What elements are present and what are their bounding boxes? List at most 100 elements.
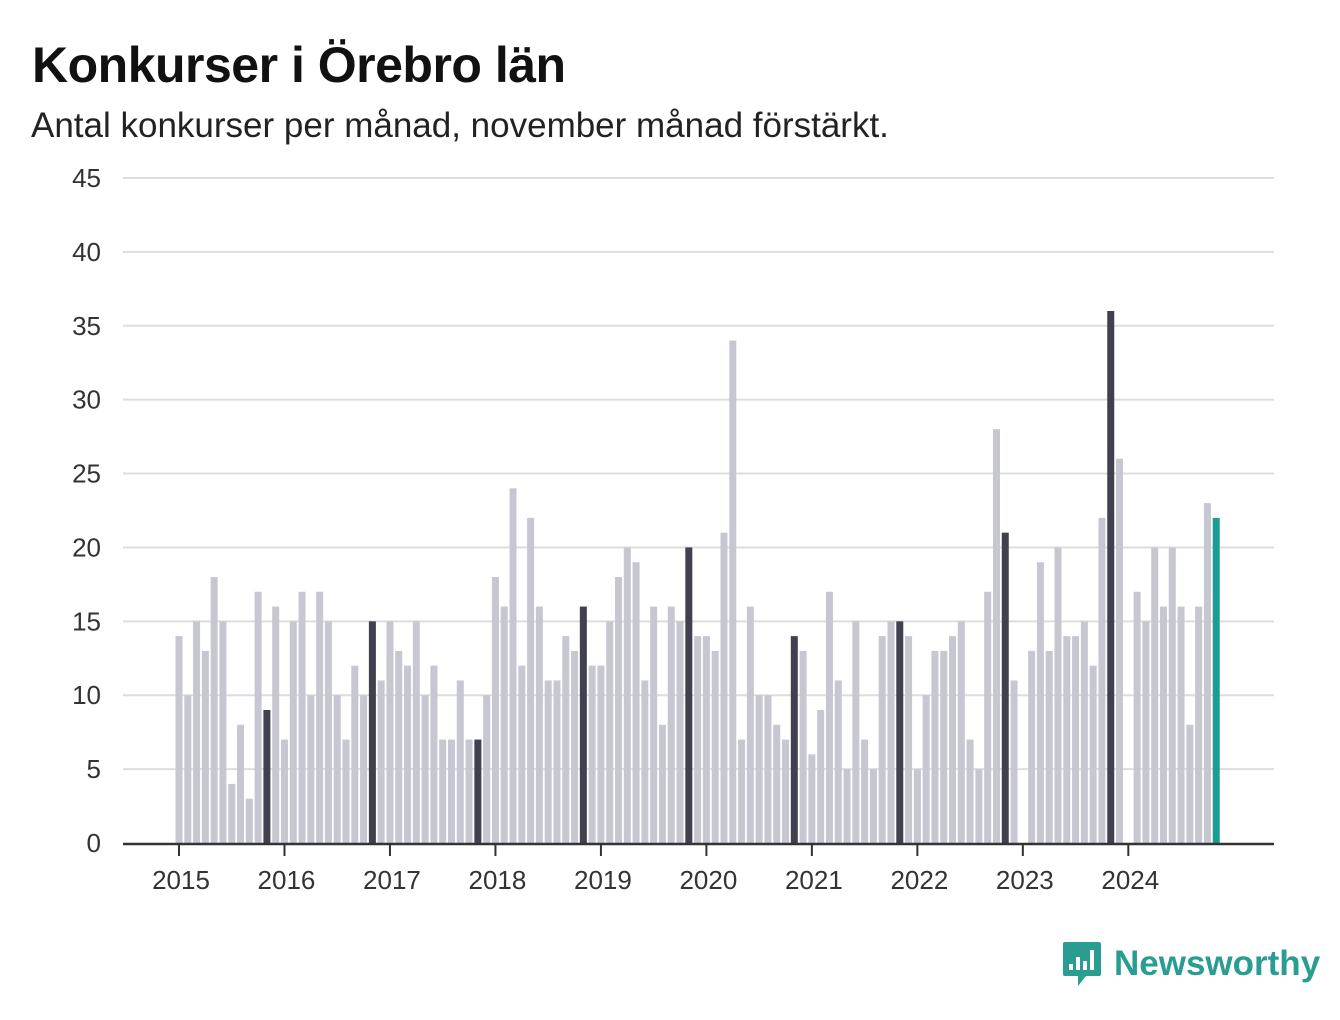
- bar: [588, 665, 596, 843]
- y-tick-label: 10: [72, 680, 101, 710]
- bar: [834, 680, 842, 843]
- bar: [992, 429, 1000, 843]
- bar: [1168, 547, 1176, 843]
- bar: [404, 665, 412, 843]
- bar: [527, 517, 535, 843]
- bar: [606, 621, 614, 843]
- bar-november: [790, 636, 798, 843]
- bar: [782, 739, 790, 843]
- bar-november: [579, 606, 587, 843]
- bar: [940, 650, 948, 843]
- bar: [535, 606, 543, 843]
- y-tick-label: 20: [72, 532, 101, 562]
- y-tick-label: 0: [87, 828, 101, 858]
- y-tick-label: 40: [72, 237, 101, 267]
- bar: [544, 680, 552, 843]
- newsworthy-icon: [1063, 942, 1101, 986]
- bar: [1151, 547, 1159, 843]
- bar: [623, 547, 631, 843]
- x-tick-label: 2018: [469, 865, 527, 895]
- bar: [694, 636, 702, 843]
- bar: [597, 665, 605, 843]
- bar: [615, 577, 622, 843]
- bar: [237, 724, 245, 843]
- bar: [342, 739, 350, 843]
- bar: [412, 621, 420, 843]
- bar: [966, 739, 974, 843]
- chart-subtitle: Antal konkurser per månad, november måna…: [31, 106, 889, 145]
- x-tick-label: 2019: [574, 865, 632, 895]
- bar: [632, 562, 640, 843]
- bar: [1177, 606, 1185, 843]
- bar: [1116, 458, 1124, 843]
- bar: [676, 621, 684, 843]
- bar: [553, 680, 561, 843]
- bar: [289, 621, 297, 843]
- bar-november: [896, 621, 904, 843]
- newsworthy-logo: Newsworthy: [1062, 940, 1320, 988]
- bar: [1036, 562, 1044, 843]
- bar: [957, 621, 965, 843]
- bar: [711, 650, 719, 843]
- bar-november: [368, 621, 376, 843]
- bar: [447, 739, 455, 843]
- bar: [1089, 665, 1097, 843]
- bar: [456, 680, 464, 843]
- bar: [518, 665, 526, 843]
- bar: [491, 577, 499, 843]
- data-label: 22: [1306, 0, 1337, 6]
- bar: [861, 739, 869, 843]
- bar: [307, 695, 315, 843]
- bar: [1159, 606, 1167, 843]
- bar: [1080, 621, 1088, 843]
- bar: [869, 769, 877, 843]
- x-tick-label: 2020: [679, 865, 737, 895]
- grid-lines: [123, 177, 1274, 771]
- data-labels: 22: [1306, 0, 1337, 6]
- y-tick-label: 35: [72, 311, 101, 341]
- bar-november: [1001, 532, 1009, 843]
- bar: [913, 769, 921, 843]
- bar: [1054, 547, 1062, 843]
- bar: [377, 680, 385, 843]
- bar: [193, 621, 201, 843]
- brand-name: Newsworthy: [1114, 944, 1321, 983]
- bar: [500, 606, 508, 843]
- bar: [571, 650, 579, 843]
- bar: [1045, 650, 1053, 843]
- bar: [1186, 724, 1194, 843]
- bar: [1195, 606, 1203, 843]
- bar: [210, 577, 218, 843]
- chart-title: Konkurser i Örebro län: [32, 37, 566, 93]
- bar: [272, 606, 280, 843]
- bar: [430, 665, 438, 843]
- bar: [465, 739, 473, 843]
- bar: [878, 636, 886, 843]
- x-tick-label: 2023: [996, 865, 1054, 895]
- bar: [439, 739, 447, 843]
- bar: [316, 591, 324, 843]
- y-tick-label: 45: [72, 163, 101, 193]
- bar: [949, 636, 957, 843]
- bar: [1133, 591, 1141, 843]
- x-tick-label: 2022: [890, 865, 948, 895]
- bar: [483, 695, 491, 843]
- bar: [1142, 621, 1150, 843]
- bar: [228, 783, 236, 843]
- bar: [746, 606, 754, 843]
- bar: [509, 488, 517, 843]
- bar: [799, 650, 807, 843]
- bar: [1010, 680, 1018, 843]
- bar: [984, 591, 992, 843]
- x-tick-label: 2017: [363, 865, 421, 895]
- bar: [905, 636, 913, 843]
- bar: [817, 710, 825, 843]
- bar: [280, 739, 288, 843]
- bar: [650, 606, 658, 843]
- bar: [219, 621, 227, 843]
- bar-november: [474, 739, 482, 843]
- bar: [755, 695, 763, 843]
- y-tick-label: 30: [72, 385, 101, 415]
- bar: [1098, 517, 1106, 843]
